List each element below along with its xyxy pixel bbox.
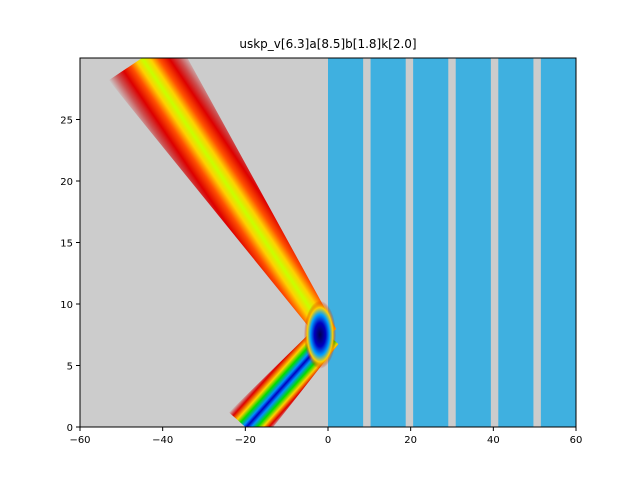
x-tick-label-6: 60 bbox=[570, 435, 583, 446]
x-tick-label-4: 20 bbox=[404, 435, 417, 446]
x-tick-label-3: 0 bbox=[325, 435, 331, 446]
x-tick-label-2: −20 bbox=[235, 435, 256, 446]
barrier-slab-3 bbox=[455, 58, 491, 427]
barrier-slab-5 bbox=[540, 58, 576, 427]
barrier-slab-4 bbox=[498, 58, 534, 427]
barrier-slab-1 bbox=[370, 58, 406, 427]
interference-region bbox=[304, 300, 336, 369]
plot-area bbox=[80, 58, 576, 427]
chart-title: uskp_v[6.3]a[8.5]b[1.8]k[2.0] bbox=[239, 37, 416, 51]
reflected-beam bbox=[108, 58, 337, 341]
barrier-slab-0 bbox=[328, 58, 364, 427]
wave-field bbox=[108, 58, 339, 427]
y-axis: 0 5 10 15 20 25 bbox=[60, 116, 80, 434]
y-tick-label-2: 10 bbox=[60, 300, 73, 311]
barrier-slab-2 bbox=[413, 58, 449, 427]
reflected-beam-band bbox=[108, 58, 337, 341]
x-tick-label-5: 40 bbox=[487, 435, 500, 446]
y-tick-label-0: 0 bbox=[67, 423, 73, 434]
x-axis: −60 −40 −20 0 20 40 60 bbox=[69, 427, 582, 446]
y-tick-label-5: 25 bbox=[60, 116, 73, 127]
x-tick-label-1: −40 bbox=[152, 435, 173, 446]
barrier-slabs bbox=[328, 58, 576, 427]
y-tick-label-4: 20 bbox=[60, 177, 73, 188]
x-tick-label-0: −60 bbox=[69, 435, 90, 446]
y-tick-label-3: 15 bbox=[60, 239, 73, 250]
y-tick-label-1: 5 bbox=[67, 362, 73, 373]
